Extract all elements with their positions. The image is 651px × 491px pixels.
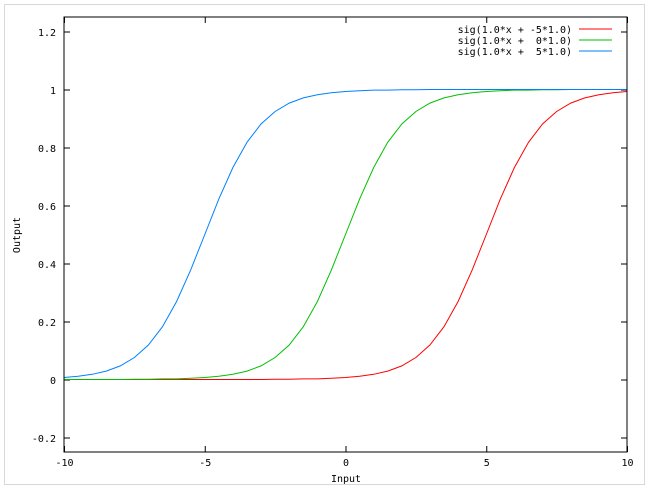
legend-label: sig(1.0*x + 0*1.0) — [458, 36, 572, 47]
y-tick-label: 1.2 — [38, 28, 56, 39]
legend-label: sig(1.0*x + -5*1.0) — [458, 25, 572, 36]
y-tick-label: 0 — [50, 376, 56, 387]
x-tick-label: 10 — [621, 458, 633, 469]
y-tick-label: 1 — [50, 86, 56, 97]
x-axis-label: Input — [331, 474, 361, 485]
y-tick-label: 0.8 — [38, 144, 56, 155]
y-tick-label: -0.2 — [32, 434, 56, 445]
x-tick-label: 0 — [343, 458, 349, 469]
y-tick-label: 0.4 — [38, 260, 56, 271]
x-tick-label: 5 — [484, 458, 490, 469]
plot-border — [63, 16, 628, 453]
legend-label: sig(1.0*x + 5*1.0) — [458, 47, 572, 58]
chart-frame — [4, 4, 645, 485]
y-tick-label: 0.6 — [38, 202, 56, 213]
series-line-1 — [64, 89, 627, 380]
y-axis-label: Output — [12, 217, 23, 253]
x-tick-label: -5 — [199, 458, 211, 469]
x-tick-label: -10 — [55, 458, 73, 469]
series-line-2 — [63, 89, 627, 378]
y-tick-label: 0.2 — [38, 318, 56, 329]
